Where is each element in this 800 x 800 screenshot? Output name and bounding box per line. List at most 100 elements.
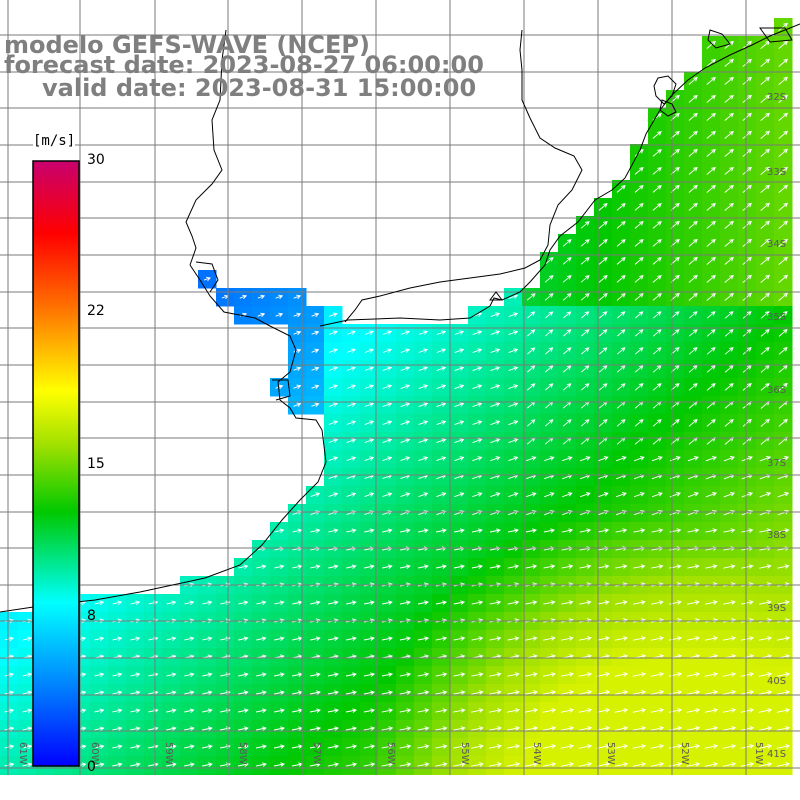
wind-arrow: [94, 690, 105, 696]
wind-arrow: [273, 726, 285, 731]
wind-arrow: [310, 564, 321, 569]
wind-arrow: [364, 348, 374, 353]
wind-arrow: [293, 330, 302, 336]
wind-speed-cell: [198, 774, 217, 775]
wind-arrow: [688, 347, 698, 355]
wind-arrow: [400, 402, 411, 408]
wind-speed-cell: [594, 774, 613, 775]
wind-arrow: [417, 726, 430, 731]
wind-arrow: [4, 744, 15, 750]
wind-arrow: [346, 456, 357, 462]
wind-arrow: [524, 726, 539, 731]
colorbar-gradient: [32, 160, 80, 767]
wind-arrow: [706, 418, 716, 427]
wind-arrow: [706, 76, 716, 85]
wind-arrow: [275, 294, 284, 300]
wind-arrow: [578, 726, 593, 731]
colorbar-tick-label: 0: [87, 759, 96, 775]
wind-arrow: [562, 456, 573, 462]
wind-arrow: [688, 274, 698, 283]
wind-arrow: [436, 348, 447, 353]
wind-arrow: [346, 528, 357, 533]
wind-arrow: [527, 419, 536, 427]
wind-arrow: [346, 330, 356, 335]
wind-arrow: [669, 564, 682, 569]
wind-arrow: [706, 365, 716, 373]
wind-arrow: [632, 636, 647, 641]
wind-arrow: [203, 276, 211, 282]
wind-arrow: [545, 383, 554, 391]
wind-arrow: [524, 744, 539, 749]
wind-arrow: [616, 383, 626, 391]
wind-arrow: [542, 672, 556, 677]
wind-arrow: [706, 238, 716, 247]
wind-arrow: [508, 312, 519, 318]
wind-arrow: [705, 600, 718, 605]
wind-arrow: [488, 762, 502, 767]
wind-arrow: [668, 762, 683, 767]
wind-arrow: [364, 402, 375, 407]
wind-arrow: [130, 690, 141, 695]
wind-arrow: [418, 528, 429, 533]
wind-arrow: [722, 690, 737, 695]
wind-arrow: [130, 600, 141, 606]
wind-arrow: [526, 492, 537, 498]
longitude-label: 54W: [531, 742, 542, 765]
wind-arrow: [742, 166, 752, 175]
wind-arrow: [634, 383, 644, 391]
wind-arrow: [632, 726, 647, 731]
wind-arrow: [418, 564, 429, 569]
lat-lon-grid: [0, 0, 800, 775]
latitude-label: 33S: [767, 167, 786, 178]
wind-arrow: [544, 257, 554, 265]
wind-arrow: [381, 690, 394, 695]
wind-arrow: [327, 672, 339, 677]
wind-arrow: [202, 600, 213, 606]
wind-arrow: [616, 347, 626, 355]
wind-arrow: [760, 148, 771, 157]
wind-arrow: [688, 148, 698, 157]
wind-arrow: [436, 330, 447, 335]
wind-arrow: [381, 726, 394, 731]
wind-arrow: [310, 636, 321, 641]
wind-arrow: [508, 348, 519, 354]
wind-arrow: [256, 672, 267, 677]
wind-speed-cell: [486, 774, 505, 775]
wind-arrow: [688, 418, 698, 427]
wind-arrow: [740, 672, 755, 677]
wind-arrow: [542, 744, 557, 749]
wind-arrow: [525, 672, 538, 677]
wind-arrow: [760, 112, 771, 121]
wind-arrow: [724, 311, 734, 319]
wind-arrow: [651, 600, 664, 605]
wind-speed-cell: [630, 774, 649, 775]
colorbar-tick-label: 15: [87, 456, 105, 472]
wind-arrow: [560, 672, 575, 677]
wind-arrow: [238, 600, 249, 605]
wind-arrow: [581, 311, 590, 319]
wind-speed-cell: [612, 774, 631, 775]
wind-arrow: [327, 690, 339, 695]
wind-arrow: [596, 672, 611, 677]
wind-arrow: [706, 311, 716, 319]
wind-arrow: [274, 564, 285, 569]
wind-arrow: [723, 600, 736, 605]
wind-arrow: [581, 347, 590, 355]
wind-arrow: [580, 419, 590, 427]
wind-arrow: [4, 708, 15, 714]
wind-arrow: [508, 438, 519, 444]
wind-arrow: [166, 690, 177, 695]
wind-arrow: [327, 708, 340, 713]
wind-arrow: [22, 672, 33, 678]
wind-arrow: [256, 726, 267, 731]
wind-arrow: [580, 257, 590, 265]
wind-arrow: [597, 492, 609, 498]
wind-arrow: [687, 456, 699, 462]
wind-arrow: [472, 420, 483, 426]
wind-arrow: [471, 690, 484, 695]
wind-arrow: [490, 348, 501, 354]
wind-arrow: [454, 420, 465, 426]
wind-arrow: [723, 528, 736, 533]
wind-arrow: [704, 672, 719, 677]
wind-arrow: [616, 184, 626, 193]
